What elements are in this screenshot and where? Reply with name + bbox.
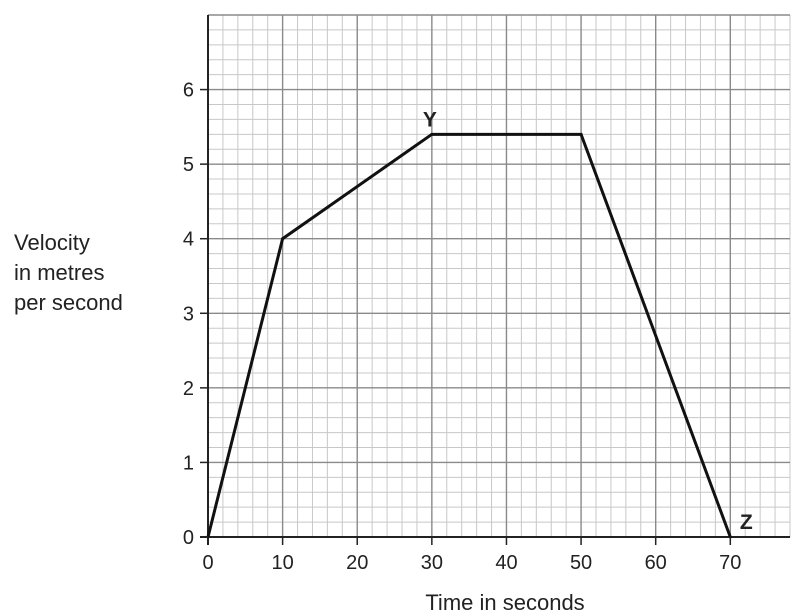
- y-tick-label: 5: [183, 154, 194, 176]
- x-axis-title: Time in seconds: [425, 590, 584, 615]
- series-line: [208, 134, 730, 537]
- y-axis-title-line-1: Velocity: [14, 230, 90, 255]
- x-tick-label: 10: [271, 552, 293, 574]
- x-tick-label: 60: [645, 552, 667, 574]
- y-tick-label: 0: [183, 527, 194, 549]
- x-tick-label: 70: [719, 552, 741, 574]
- x-tick-label: 20: [346, 552, 368, 574]
- y-axis-title-line-2: in metres: [14, 260, 104, 285]
- x-tick-label: 0: [202, 552, 213, 574]
- point-label-y: Y: [423, 108, 437, 131]
- annotations: YZ: [423, 108, 753, 534]
- y-tick-label: 4: [183, 229, 194, 251]
- y-tick-label: 1: [183, 452, 194, 474]
- x-tick-label: 50: [570, 552, 592, 574]
- y-axis-title: Velocity in metres per second: [14, 230, 123, 315]
- data-point: [430, 133, 433, 136]
- y-tick-label: 3: [183, 303, 194, 325]
- y-tick-label: 6: [183, 80, 194, 102]
- y-tick-label: 2: [183, 378, 194, 400]
- point-label-z: Z: [740, 511, 753, 534]
- axes: [200, 15, 790, 545]
- y-axis-title-line-3: per second: [14, 290, 123, 315]
- x-tick-label: 30: [421, 552, 443, 574]
- data-point: [281, 237, 284, 240]
- data-point: [580, 133, 583, 136]
- x-tick-label: 40: [495, 552, 517, 574]
